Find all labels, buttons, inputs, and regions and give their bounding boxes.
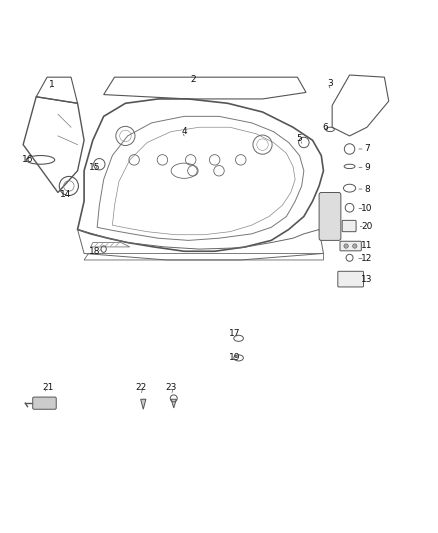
Polygon shape [141, 399, 146, 409]
Text: 12: 12 [361, 254, 373, 263]
Text: 10: 10 [361, 204, 373, 213]
FancyBboxPatch shape [340, 241, 361, 251]
Text: 3: 3 [327, 79, 333, 88]
Circle shape [353, 244, 357, 248]
Text: 6: 6 [323, 123, 328, 132]
FancyBboxPatch shape [319, 192, 341, 240]
Text: 2: 2 [190, 75, 196, 84]
Text: 8: 8 [364, 184, 370, 193]
Text: 5: 5 [297, 134, 302, 143]
Text: 9: 9 [364, 163, 370, 172]
Text: 11: 11 [361, 241, 373, 250]
Text: 13: 13 [361, 275, 373, 284]
Text: 15: 15 [89, 163, 100, 172]
Text: 16: 16 [22, 155, 33, 164]
Polygon shape [171, 399, 177, 408]
Text: 20: 20 [361, 222, 373, 231]
Text: 22: 22 [135, 383, 146, 392]
FancyBboxPatch shape [342, 220, 356, 232]
Text: 21: 21 [43, 383, 54, 392]
Text: 23: 23 [166, 383, 177, 392]
Text: 18: 18 [89, 247, 101, 256]
Text: 4: 4 [181, 127, 187, 136]
Text: 17: 17 [229, 329, 240, 338]
FancyBboxPatch shape [33, 397, 56, 409]
Text: 7: 7 [364, 144, 370, 154]
Circle shape [344, 244, 348, 248]
Text: 1: 1 [49, 80, 54, 89]
FancyBboxPatch shape [338, 271, 364, 287]
Text: 19: 19 [229, 352, 240, 361]
Text: 14: 14 [60, 190, 71, 199]
